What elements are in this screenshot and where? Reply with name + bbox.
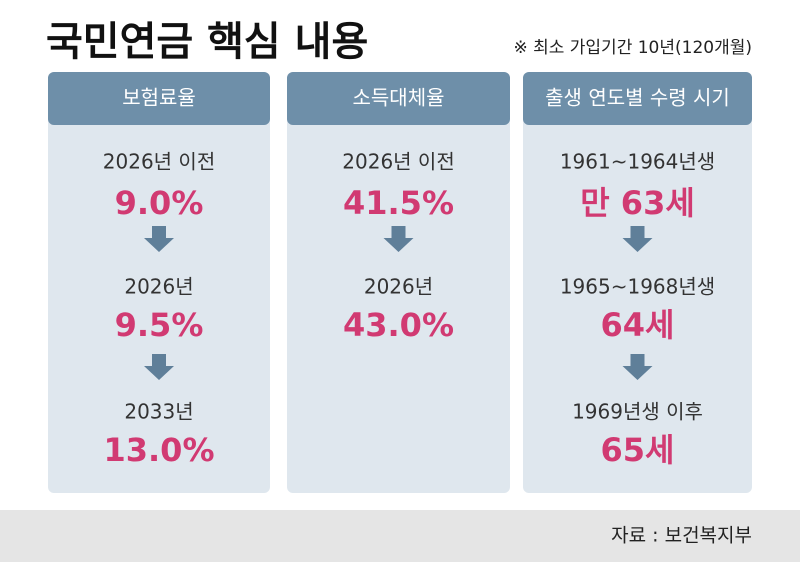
column-heading: 출생 연도별 수령 시기 [545,86,730,110]
item-value: 만 63세 [580,184,695,222]
footer-band [0,510,800,562]
column-heading-box [287,72,510,125]
down-arrow [622,354,653,380]
item-label: 2033년 [124,400,193,424]
note: ※ 최소 가입기간 10년(120개월) [513,38,752,58]
item-value: 41.5% [343,184,454,222]
item-label: 1961~1964년생 [560,150,715,174]
column-panel [523,72,752,493]
item-label: 2026년 이전 [342,150,454,174]
columns: 보험료율 2026년 이전 9.0% 2026년 9.5% 2033년 13.0% 소득대체율… [48,72,752,493]
down-arrow [383,226,414,252]
column-heading: 보험료율 [122,86,196,110]
source: 자료 : 보건복지부 [611,525,752,547]
down-arrow [622,226,653,252]
item-label: 2026년 [124,275,193,299]
column-heading-box [523,72,752,125]
item-value: 9.0% [115,184,204,222]
down-arrow [144,354,174,380]
item-value: 9.5% [115,306,204,344]
item-label: 2026년 [364,275,433,299]
column-heading-box [48,72,270,125]
item-label: 1965~1968년생 [560,275,715,299]
item-label: 1969년생 이후 [572,400,703,424]
item-value: 64세 [601,306,675,344]
column-panel [287,72,510,493]
column-heading: 소득대체율 [353,86,445,110]
column-panel [48,72,270,493]
item-value: 65세 [601,431,675,469]
item-value: 13.0% [103,431,214,469]
title: 국민연금 핵심 내용 [46,19,368,65]
item-value: 43.0% [343,306,454,344]
down-arrow [144,226,174,252]
item-label: 2026년 이전 [103,150,215,174]
